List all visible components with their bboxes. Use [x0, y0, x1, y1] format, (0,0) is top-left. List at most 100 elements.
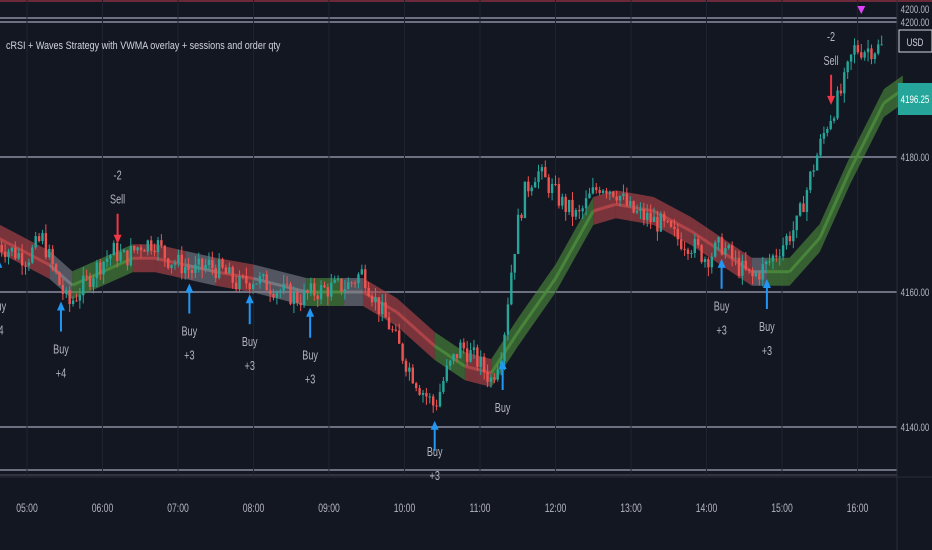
current-bar-marker [857, 6, 866, 14]
candle-body [666, 221, 669, 223]
sell-signal-label: Sell [823, 54, 838, 68]
candle-body [431, 396, 435, 406]
candle-body [724, 248, 727, 255]
candle-body [170, 264, 173, 268]
candle-body [866, 48, 870, 53]
candle-body [686, 249, 690, 254]
candle-body [588, 193, 591, 199]
sell-signal-qty: -2 [114, 169, 122, 183]
candle-body [625, 193, 629, 206]
time-axis-tick: 05:00 [16, 503, 38, 516]
candle-body [673, 226, 676, 229]
buy-signal-qty: +3 [184, 349, 194, 363]
price-axis-tick: 4180.00 [901, 152, 930, 165]
candle-body [275, 292, 279, 298]
price-axis-tick: 4140.00 [901, 422, 930, 435]
time-axis-tick: 08:00 [243, 503, 265, 516]
candle-body [455, 353, 459, 359]
buy-signal-qty: +3 [716, 324, 726, 338]
buy-signal-arrowhead [717, 258, 726, 268]
candle-body [112, 242, 116, 256]
candle-body [404, 360, 408, 372]
candle-body [561, 196, 564, 206]
candle-body [635, 210, 639, 213]
price-axis-tick: 4200.00 [901, 4, 930, 17]
candle-body [707, 259, 710, 268]
candle-body [605, 190, 608, 194]
candle-body [696, 239, 700, 246]
candle-body [343, 289, 347, 292]
buy-signal-label: Buy [0, 300, 6, 314]
candle-body [78, 295, 82, 301]
candle-body [377, 297, 381, 315]
candle-body [279, 290, 282, 293]
time-axis-tick: 11:00 [470, 503, 491, 516]
candle-body [160, 240, 163, 246]
vwma-line-segment [516, 277, 557, 334]
candle-body [557, 184, 561, 206]
candle-body [646, 212, 649, 220]
candle-body [703, 259, 707, 262]
candle-body [472, 347, 476, 351]
candle-body [448, 360, 452, 366]
candle-body [618, 196, 622, 201]
candle-body [149, 240, 153, 251]
candle-body [7, 251, 10, 258]
time-axis-tick: 06:00 [92, 503, 114, 516]
candle-body [846, 61, 849, 73]
candle-body [489, 377, 493, 382]
candle-body [540, 167, 544, 172]
vwma-line-segment [554, 210, 595, 280]
candle-body [503, 334, 506, 362]
buy-signal-qty: +4 [0, 324, 3, 338]
candle-body [14, 247, 17, 259]
candle-body [31, 247, 34, 263]
candle-body [54, 264, 58, 273]
candle-body [357, 274, 360, 283]
candle-body [744, 260, 747, 270]
buy-signal-qty: +3 [430, 470, 440, 484]
candle-body [771, 255, 775, 262]
candle-body [156, 240, 160, 253]
candle-body [319, 285, 323, 300]
candle-body [680, 239, 683, 249]
candle-body [632, 201, 635, 213]
candle-body [65, 290, 68, 294]
candle-body [819, 138, 822, 156]
candle-body [17, 253, 20, 259]
candle-body [408, 367, 411, 372]
time-axis-tick: 13:00 [620, 503, 642, 516]
candle-body [190, 269, 194, 273]
candle-body [785, 236, 788, 246]
candle-body [353, 282, 357, 284]
candle-body [567, 199, 571, 213]
candle-body [129, 246, 133, 266]
time-axis-tick: 10:00 [394, 503, 416, 516]
candle-body [51, 248, 54, 265]
candle-body [809, 171, 812, 191]
candle-body [737, 257, 741, 276]
candle-body [194, 264, 197, 273]
candle-body [482, 356, 486, 372]
candle-body [778, 256, 781, 258]
candle-body [516, 214, 520, 255]
candle-body [350, 282, 353, 284]
vwma-line-segment [848, 102, 886, 172]
candle-body [659, 213, 663, 232]
candle-body [734, 257, 737, 259]
candle-body [764, 261, 768, 265]
candle-body [224, 267, 228, 274]
candle-body [109, 255, 112, 259]
candle-body [265, 274, 268, 291]
candle-body [340, 278, 343, 292]
candle-body [612, 191, 615, 197]
candle-body [262, 274, 265, 277]
candle-body [510, 272, 513, 305]
candle-body [360, 269, 364, 275]
candle-body [741, 260, 744, 276]
candle-body [598, 190, 601, 193]
candle-body [537, 171, 540, 182]
candle-body [822, 132, 826, 139]
candle-body [775, 255, 778, 257]
